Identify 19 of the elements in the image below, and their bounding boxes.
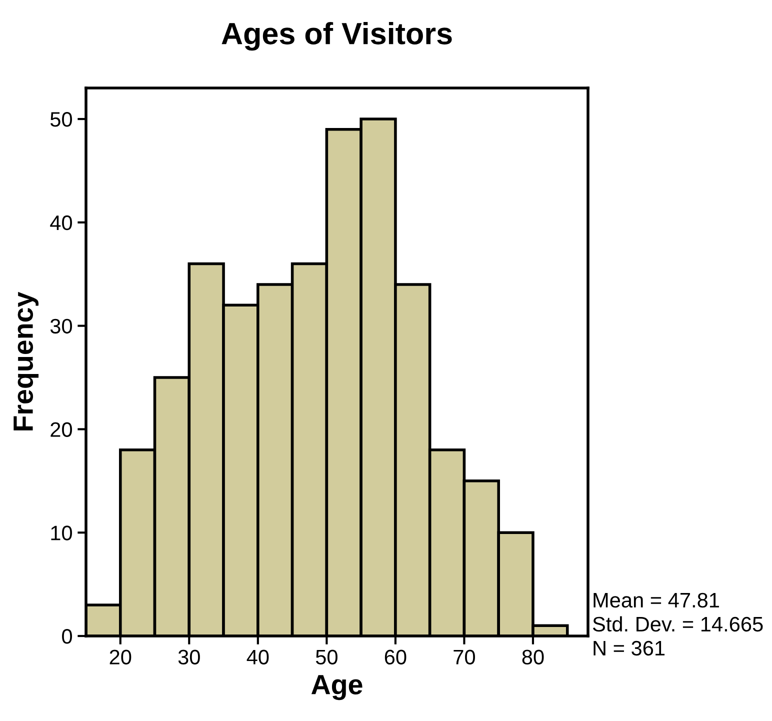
y-tick-label: 0 — [62, 629, 72, 644]
chart-title: Ages of Visitors — [222, 22, 452, 51]
x-tick-label: 70 — [454, 650, 475, 664]
x-tick-label: 40 — [246, 650, 269, 664]
text: Std. Dev. = 14.665 — [592, 616, 763, 632]
text: Mean = 47.81 — [594, 592, 719, 608]
text: N = 361 — [594, 640, 665, 656]
x-tick-label: 20 — [110, 650, 132, 664]
y-tick-label: 30 — [50, 318, 72, 334]
x-tick-label: 80 — [522, 650, 544, 664]
x-tick-label: 50 — [316, 650, 338, 664]
x-tick-label: 60 — [384, 650, 406, 664]
y-tick-label: 40 — [50, 215, 72, 230]
x-tick-label: 30 — [178, 650, 200, 664]
x-axis-title: Age — [311, 675, 362, 700]
y-tick-label: 10 — [51, 526, 72, 540]
y-tick-label: 20 — [50, 422, 72, 437]
y-axis-title: Frequency — [14, 292, 39, 430]
y-tick-label: 50 — [50, 112, 72, 127]
